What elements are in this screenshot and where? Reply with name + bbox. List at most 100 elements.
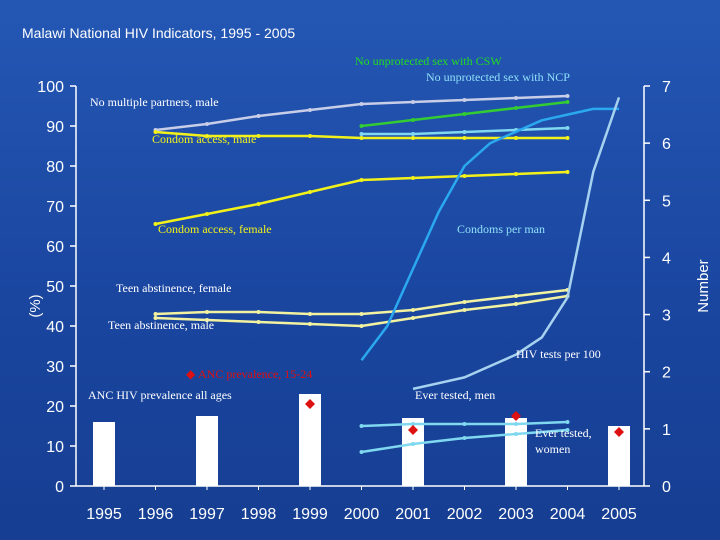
axes: 0 10 20 30 40 50 60 70 80 90 100 0 1 2 3 4 5 6 7 1995 1996 19…: [27, 79, 712, 523]
left-tick-label: 40: [46, 319, 64, 336]
series-point-condom-access-female: [359, 178, 364, 182]
label-condom-access-male: Condom access, male: [152, 132, 256, 146]
series-line-hiv-tests-per-100: [412, 96, 621, 391]
x-tick-label: 2000: [344, 506, 380, 523]
right-tick-label: 6: [662, 136, 671, 153]
anc-15-24-marker: [614, 427, 624, 437]
series-lines: [153, 94, 621, 454]
x-tick-label: 2003: [498, 506, 534, 523]
series-point-teen-abstinence-female: [308, 312, 312, 316]
series-point-no-multiple-partners-male: [411, 100, 415, 104]
series-point-no-multiple-partners-male: [462, 98, 467, 102]
series-point-ever-tested-women: [565, 428, 570, 432]
series-point-condom-access-female: [462, 174, 467, 178]
label-anc-prevalence-15-24: ANC prevalence, 15-24: [198, 367, 312, 381]
series-point-ever-tested-men: [462, 422, 467, 426]
series-point-teen-abstinence-male: [256, 320, 261, 324]
right-tick-label: 0: [662, 479, 671, 496]
series-point-teen-abstinence-female: [411, 308, 415, 312]
left-tick-label: 10: [46, 439, 64, 456]
right-tick-label: 3: [662, 308, 671, 325]
right-tick-label: 7: [662, 79, 671, 96]
series-point-teen-abstinence-male: [462, 308, 467, 312]
x-tick-label: 2001: [395, 506, 431, 523]
series-point-teen-abstinence-female: [359, 312, 364, 316]
series-point-ever-tested-women: [514, 432, 518, 436]
series-line-condoms-per-man: [360, 107, 619, 362]
label-anc-hiv-prevalence-all-ages: ANC HIV prevalence all ages: [88, 388, 232, 402]
right-tick-label: 2: [662, 365, 671, 382]
bars: [93, 394, 630, 486]
series-point-condom-access-female: [256, 202, 261, 206]
series-point-ever-tested-men: [514, 422, 518, 426]
left-tick-label: 90: [46, 119, 64, 136]
series-point-condom-access-male: [514, 136, 518, 140]
series-point-teen-abstinence-female: [462, 300, 467, 304]
series-point-no-unprotected-sex-with-ncp: [565, 126, 570, 130]
x-tick-label: 2002: [447, 506, 483, 523]
label-no-unprotected-ncp: No unprotected sex with NCP: [426, 70, 570, 84]
series-point-no-multiple-partners-male: [308, 108, 312, 112]
series-point-no-unprotected-sex-with-ncp: [359, 132, 364, 136]
series-point-teen-abstinence-female: [205, 310, 209, 314]
series-point-no-multiple-partners-male: [256, 114, 261, 118]
anc-prevalence-bar: [93, 422, 115, 486]
series-point-condom-access-male: [153, 130, 158, 134]
series-point-condom-access-female: [308, 190, 312, 194]
series-point-teen-abstinence-female: [153, 312, 158, 316]
anc-prevalence-bar: [402, 418, 424, 486]
anc-prevalence-bar: [505, 418, 527, 486]
label-ever-tested-women-line2: women: [535, 442, 570, 456]
series-point-condom-access-male: [411, 136, 415, 140]
series-point-condom-access-female: [565, 170, 570, 174]
anc-prevalence-bar: [196, 416, 218, 486]
series-point-ever-tested-men: [359, 424, 364, 428]
series-point-teen-abstinence-female: [256, 310, 261, 314]
series-point-no-unprotected-sex-with-csw: [411, 118, 415, 122]
series-point-condom-access-male: [565, 136, 570, 140]
series-point-no-unprotected-sex-with-csw: [359, 124, 364, 128]
x-tick-label: 1999: [292, 506, 328, 523]
series-point-condom-access-male: [359, 136, 364, 140]
label-hiv-tests-per-100: HIV tests per 100: [516, 347, 601, 361]
prevalence-markers: [305, 399, 624, 437]
label-condom-access-female: Condom access, female: [158, 222, 272, 236]
x-tick-label: 2004: [550, 506, 586, 523]
x-tick-label: 1997: [189, 506, 225, 523]
label-no-unprotected-csw: No unprotected sex with CSW: [355, 54, 502, 68]
series-point-no-multiple-partners-male: [205, 122, 209, 126]
series-point-condom-access-female: [514, 172, 518, 176]
x-tick-label: 1995: [86, 506, 122, 523]
series-point-condom-access-male: [205, 134, 209, 138]
label-anc-prevalence-diamond: ◆: [186, 367, 196, 381]
series-point-teen-abstinence-male: [153, 316, 158, 320]
right-tick-label: 1: [662, 422, 671, 439]
series-point-no-unprotected-sex-with-csw: [514, 106, 518, 110]
left-tick-label: 20: [46, 399, 64, 416]
series-point-condom-access-male: [256, 134, 261, 138]
label-ever-tested-men: Ever tested, men: [415, 388, 495, 402]
series-point-ever-tested-women: [411, 442, 415, 446]
left-tick-label: 80: [46, 159, 64, 176]
x-tick-label: 1996: [138, 506, 174, 523]
left-tick-label: 50: [46, 279, 64, 296]
label-no-multiple-partners-male: No multiple partners, male: [90, 95, 219, 109]
series-point-no-unprotected-sex-with-csw: [462, 112, 467, 116]
series-point-condom-access-female: [205, 212, 209, 216]
series-point-teen-abstinence-female: [514, 294, 518, 298]
anc-15-24-marker: [305, 399, 315, 409]
series-labels: No unprotected sex with CSW No unprotect…: [88, 54, 601, 456]
left-tick-label: 0: [55, 479, 64, 496]
series-point-condom-access-male: [308, 134, 312, 138]
series-point-no-multiple-partners-male: [565, 94, 570, 98]
label-ever-tested-women-line1: Ever tested,: [535, 426, 592, 440]
x-tick-label: 1998: [241, 506, 277, 523]
series-point-teen-abstinence-male: [308, 322, 312, 326]
series-point-ever-tested-women: [462, 436, 467, 440]
anc-prevalence-bar: [608, 426, 630, 486]
label-condoms-per-man: Condoms per man: [457, 222, 545, 236]
series-point-teen-abstinence-male: [205, 318, 209, 322]
label-teen-abstinence-female: Teen abstinence, female: [116, 281, 231, 295]
